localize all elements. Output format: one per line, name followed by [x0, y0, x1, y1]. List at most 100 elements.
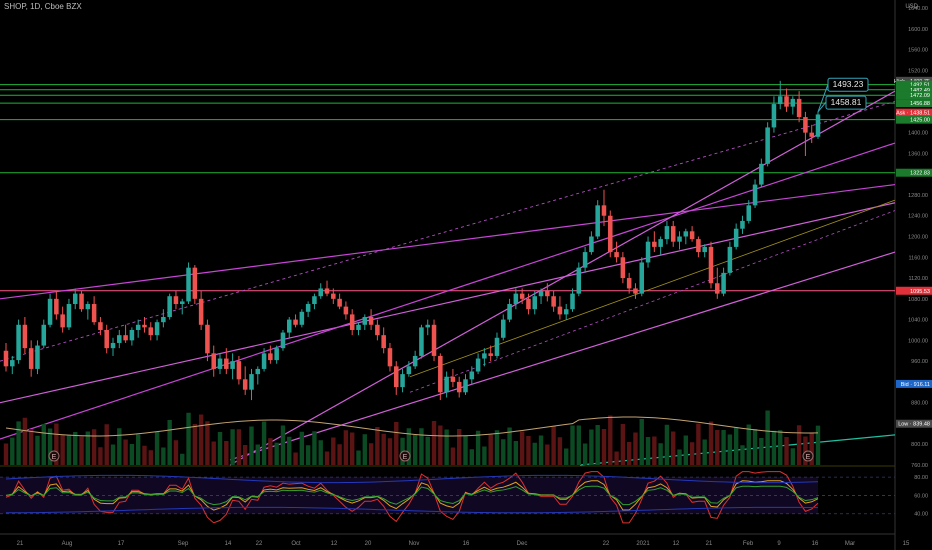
volume-bar [551, 426, 556, 465]
price-tick-label: 1120.00 [909, 276, 928, 282]
earnings-marker-label: E [806, 454, 811, 461]
volume-bar [280, 425, 286, 465]
volume-bar [652, 436, 657, 465]
earnings-marker [399, 450, 411, 462]
candle-body [519, 293, 525, 299]
oscillator-tick-label: 80.00 [914, 475, 928, 481]
volume-bar [104, 424, 109, 465]
volume-bar [721, 430, 726, 465]
candle-body [66, 304, 72, 328]
candle-body [129, 329, 135, 341]
candle-body [608, 215, 613, 253]
volume-bar [299, 431, 305, 465]
volume-bar [66, 434, 72, 465]
candle-body [450, 376, 456, 382]
volume-bar [557, 437, 563, 465]
candle-body [337, 298, 342, 307]
candle-body [513, 293, 519, 305]
volume-bar [362, 434, 367, 465]
volume-bar [501, 439, 506, 465]
volume-bar [343, 430, 349, 465]
candle-body [494, 337, 500, 356]
candle-body [456, 381, 462, 393]
candle-body [501, 319, 506, 338]
candle-body [91, 304, 97, 323]
candle-body [777, 96, 783, 105]
candle-body [658, 239, 663, 247]
price-tick-label: 1360.00 [908, 151, 928, 157]
candle-body [740, 220, 745, 229]
volume-bar [601, 429, 607, 465]
volume-bar [633, 432, 638, 465]
candle-body [620, 257, 626, 279]
volume-bar [715, 430, 720, 465]
time-tick-label: 2021 [636, 541, 650, 547]
volume-bar [727, 434, 733, 465]
volume-bar [752, 429, 758, 465]
callout-leader [817, 101, 827, 113]
candle-body [41, 324, 47, 346]
candle-body [790, 98, 796, 107]
candle-body [28, 348, 34, 369]
price-tag-label: 1492.51 [910, 83, 930, 89]
volume-bar [173, 440, 179, 465]
volume-bar [702, 439, 707, 465]
candle-body [702, 246, 707, 253]
candle-body [576, 267, 582, 294]
chart-header: SHOP, 1D, Cboe BZX [4, 2, 82, 11]
volume-bar [337, 444, 342, 465]
candle-body [815, 114, 821, 137]
candle-body [72, 293, 78, 305]
candle-body [652, 241, 657, 247]
volume-bar [488, 434, 493, 465]
candle-body [532, 296, 538, 310]
volume-bar [595, 425, 600, 465]
volume-bar [236, 429, 242, 465]
candle-body [368, 316, 374, 325]
candle-body [205, 324, 210, 354]
price-tick-label: 760.00 [911, 463, 928, 469]
volume-bar [419, 428, 424, 465]
candle-body [110, 342, 116, 349]
candle-body [614, 252, 619, 258]
volume-bar [242, 445, 248, 465]
volume-bar [161, 447, 166, 465]
candle-body [362, 316, 368, 325]
volume-bar [123, 439, 128, 465]
volume-bar [205, 421, 210, 465]
volume-bar [513, 441, 519, 465]
time-tick-label: 21 [706, 541, 713, 547]
candle-body [224, 358, 229, 369]
candle-body [242, 379, 248, 390]
candle-body [249, 374, 254, 390]
currency-label: USD [905, 4, 918, 10]
candle-body [161, 316, 166, 323]
volume-bar [73, 432, 78, 465]
time-tick-label: 14 [225, 541, 232, 547]
candle-body [809, 132, 814, 137]
candle-body [387, 348, 393, 367]
volume-bar [582, 443, 588, 465]
time-tick-label: 9 [777, 541, 781, 547]
volume-bar [689, 442, 695, 465]
candle-body [268, 353, 273, 361]
volume-bar [450, 447, 456, 465]
candle-body [117, 335, 122, 343]
volume-bar [293, 452, 298, 465]
volume-bar [274, 442, 279, 465]
candle-body [35, 345, 40, 369]
candle-body [563, 309, 569, 315]
candle-body [733, 228, 739, 247]
candle-body [299, 311, 305, 325]
volume-bar [249, 426, 254, 465]
volume-bar [803, 436, 808, 465]
candle-body [22, 324, 28, 349]
price-tag-label: Ask · 1438.51 [896, 111, 930, 117]
volume-bar [576, 425, 582, 465]
price-tag-label: 1482.49 [910, 88, 930, 94]
candle-body [601, 205, 607, 216]
volume-bar [482, 446, 487, 465]
candle-body [589, 236, 594, 253]
price-tick-label: 960.00 [911, 359, 928, 365]
